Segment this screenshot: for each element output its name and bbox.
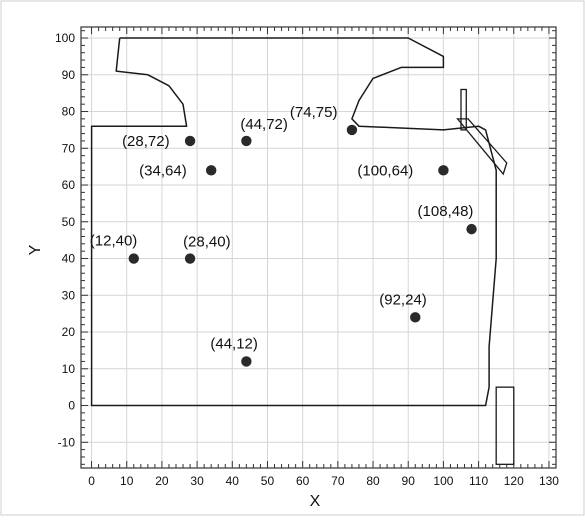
y-tick-label: 30 xyxy=(62,288,76,302)
y-axis-title: Y xyxy=(27,244,44,255)
y-tick-label: 100 xyxy=(55,31,75,45)
x-tick-label: 130 xyxy=(539,474,559,488)
data-point xyxy=(184,135,196,147)
boundary-outline xyxy=(90,37,515,465)
x-tick-label: 50 xyxy=(261,474,275,488)
x-tick-label: 90 xyxy=(402,474,416,488)
y-tick-label: 40 xyxy=(62,252,76,266)
x-tick-labels: 0 10 20 30 40 50 60 70 80 90 100 110 120 130 xyxy=(88,474,559,488)
y-tick-label: 10 xyxy=(62,362,76,376)
plot-area xyxy=(80,26,557,469)
data-point xyxy=(241,356,252,367)
y-tick-label: 80 xyxy=(62,105,76,119)
x-tick-label: 10 xyxy=(120,474,134,488)
data-points: (28,72) (44,72)(74,75) (34,64) (100,64) (108… xyxy=(90,104,477,367)
diagonal-brace xyxy=(456,118,508,176)
point-label: (44,12) xyxy=(210,335,258,352)
data-point xyxy=(466,223,477,235)
y-tick-label: 90 xyxy=(62,68,76,82)
x-tick-label: 30 xyxy=(190,474,204,488)
bottom-post xyxy=(495,386,515,465)
x-tick-label: 40 xyxy=(226,474,240,488)
data-point xyxy=(346,124,358,136)
y-tick-labels: -10 0 10 20 30 40 50 60 70 80 90 100 xyxy=(55,31,75,449)
point-label: (34,64) xyxy=(139,162,187,179)
data-point xyxy=(410,312,421,323)
point-label: (44,72) xyxy=(240,116,288,133)
point-label: (108,48) xyxy=(418,203,474,220)
x-tick-label: 60 xyxy=(296,474,310,488)
x-axis-title: X xyxy=(310,493,321,510)
y-tick-label: 60 xyxy=(62,178,76,192)
point-label: (28,40) xyxy=(183,234,231,251)
y-tick-label: 0 xyxy=(68,399,75,413)
data-point xyxy=(128,253,139,264)
y-tick-label: 50 xyxy=(62,215,76,229)
x-tick-label: 20 xyxy=(155,474,169,488)
y-tick-label: -10 xyxy=(58,435,76,449)
data-point xyxy=(205,165,217,176)
y-tick-label: 70 xyxy=(62,141,76,155)
data-point xyxy=(241,135,252,147)
point-label: (100,64) xyxy=(357,162,413,179)
x-tick-label: 110 xyxy=(469,474,488,488)
x-tick-label: 70 xyxy=(331,474,345,488)
x-tick-label: 100 xyxy=(433,474,453,488)
boundary-line xyxy=(90,37,497,407)
tick-marks xyxy=(81,27,556,468)
x-tick-label: 80 xyxy=(366,474,380,488)
data-point xyxy=(438,165,449,176)
point-label: (74,75) xyxy=(290,104,338,121)
x-tick-label: 0 xyxy=(88,474,95,488)
data-point xyxy=(184,253,196,264)
y-tick-label: 20 xyxy=(62,325,76,339)
point-label: (92,24) xyxy=(379,291,427,308)
x-tick-label: 120 xyxy=(504,474,524,488)
point-label: (12,40) xyxy=(90,233,138,250)
top-post xyxy=(460,88,467,131)
point-label: (28,72) xyxy=(122,133,170,150)
